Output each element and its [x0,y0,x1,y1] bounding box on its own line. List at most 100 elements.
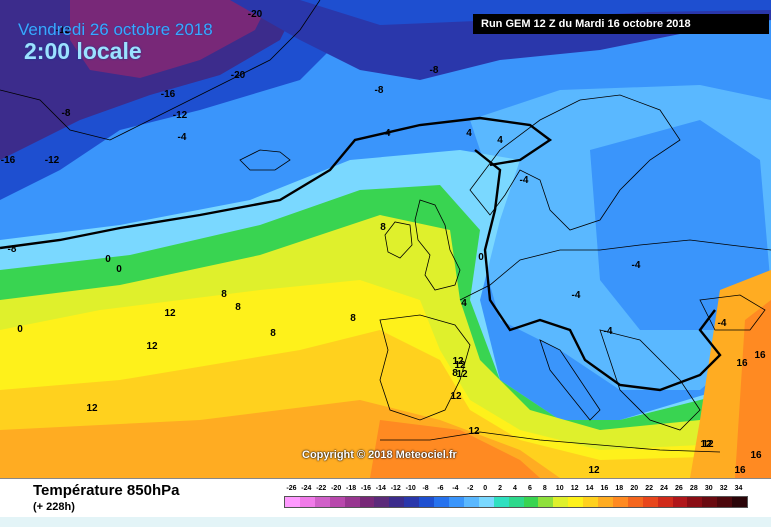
scale-swatch [404,497,420,507]
scale-label: 0 [483,485,488,492]
coast-iceland [239,149,291,171]
scale-swatch [717,497,733,507]
isotherms [0,116,722,392]
temperature-map: -20-12-8-16 -12-20 -8-8-16-12-4 -4 44-4-8008… [0,0,771,478]
temperature-value-label: -4 [178,132,187,143]
scale-swatch [419,497,435,507]
temperature-value-label: 16 [734,465,746,476]
scale-label: 16 [600,485,609,492]
scale-swatch [359,497,375,507]
temperature-value-label: 0 [17,324,23,335]
bottom-strip [0,517,771,527]
scale-label: 32 [719,485,728,492]
scale-swatch [314,497,330,507]
temperature-value-label: 12 [454,360,466,371]
temperature-value-label: 8 [270,328,276,339]
field-title: Température 850hPa [33,482,180,499]
temperature-value-label: -12 [45,155,60,166]
temperature-value-label: -4 [572,290,581,301]
scale-label: -22 [316,485,327,492]
scale-swatch [732,497,748,507]
temperature-value-label: -20 [248,9,263,20]
temperature-value-label: 12 [700,439,712,450]
scale-label: 30 [704,485,713,492]
scale-label: -20 [331,485,342,492]
temperature-value-label: -20 [231,70,246,81]
scale-swatch [642,497,658,507]
scale-swatch [329,497,345,507]
scale-label: 18 [615,485,624,492]
temperature-value-label: 0 [105,254,111,265]
field-north-africa [370,420,540,478]
scale-label: -10 [405,485,416,492]
model-run-info: Run GEM 12 Z du Mardi 16 octobre 2018 [473,14,769,34]
scale-label: 24 [660,485,668,492]
temperature-value-label: 4 [497,135,503,146]
temperature-value-label: -4 [604,326,613,337]
scale-label: 6 [527,485,532,492]
temperature-value-label: -4 [718,318,727,329]
scale-swatch [568,497,584,507]
temperature-value-label: 12 [164,308,176,319]
scale-label: -8 [422,485,429,492]
scale-label: -16 [360,485,372,492]
field-southeast-hot [735,300,771,478]
temperature-value-label: 8 [452,368,458,379]
scale-label: -26 [286,485,297,492]
coastlines [0,0,771,453]
scale-swatch [448,497,464,507]
temperature-value-label: 4 [461,298,467,309]
scale-label: -14 [375,485,386,492]
coast-north-africa [380,431,721,453]
scale-swatch [553,497,569,507]
temperature-value-label: -8 [375,85,384,96]
scale-label: -6 [437,485,444,492]
temperature-value-label: -4 [520,175,529,186]
scale-swatch [434,497,449,507]
forecast-date: Vendredi 26 octobre 2018 [18,20,213,39]
scale-label: -18 [346,485,357,492]
temperature-value-label: 8 [380,222,386,233]
scale-swatch [598,497,613,507]
scale-label: 2 [498,485,503,492]
coast-scandinavia [469,94,681,231]
temperature-value-label: 4 [466,128,472,139]
field-arctic-top [300,0,771,25]
scale-label: 10 [555,485,564,492]
temperature-value-label: -8 [62,108,71,119]
scale-label: -2 [467,485,474,492]
scale-swatch [508,497,524,507]
temperature-value-label: 16 [750,450,762,461]
scale-label: -12 [390,485,401,492]
scale-label: -24 [301,485,312,492]
lead-time: (+ 228h) [33,501,75,513]
temperature-value-label: 12 [456,369,468,380]
temperature-value-label: 8 [235,302,241,313]
scale-swatch [687,497,703,507]
scale-swatch [493,497,509,507]
field-greenland-core [70,0,270,78]
scale-swatch [285,497,300,507]
scale-label: -4 [452,485,459,492]
coast-ireland [384,221,413,259]
scale-swatch [627,497,643,507]
scale-swatch [389,497,405,507]
temperature-value-label: -16 [161,89,176,100]
isotherm-zero [474,149,722,392]
scale-label: 28 [689,485,698,492]
temperature-value-label: 12 [450,391,462,402]
color-scale-labels: -26 -24 -22 -20 -18 -16 -14 -12 -10 -8 -6 -4 -2 0 2 4 6 8… [282,485,748,495]
scale-swatch [657,497,673,507]
temperature-value-label: -8 [8,244,17,255]
temperature-value-label: -12 [173,110,188,121]
temperature-value-label: 16 [754,350,766,361]
coast-continent [459,239,771,301]
scale-label: 22 [645,485,654,492]
temperature-value-label: 12 [702,439,714,450]
scale-label: 12 [570,485,579,492]
forecast-time: 2:00 locale [24,38,142,64]
temperature-value-label: 12 [146,341,158,352]
scale-label: 20 [630,485,639,492]
scale-swatch [612,497,628,507]
